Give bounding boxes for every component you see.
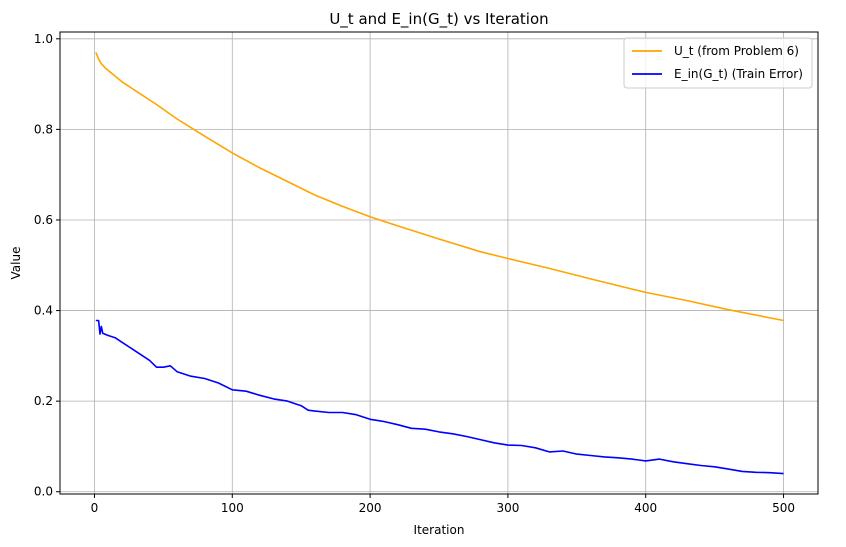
x-tick-label: 500 <box>772 501 795 515</box>
legend-entry-u-t: U_t (from Problem 6) <box>674 44 799 58</box>
grid-lines <box>60 32 818 494</box>
legend-entry-e-in: E_in(G_t) (Train Error) <box>674 67 803 81</box>
x-tick-label: 300 <box>496 501 519 515</box>
y-tick-label: 0.0 <box>34 485 53 499</box>
y-axis-label: Value <box>9 247 23 280</box>
y-tick-label: 0.6 <box>34 213 53 227</box>
x-tick-label: 0 <box>91 501 99 515</box>
series-line-u-t <box>95 52 784 322</box>
y-tick-label: 0.2 <box>34 394 53 408</box>
x-axis-ticks: 0 100 200 300 400 500 <box>91 494 795 515</box>
y-tick-label: 1.0 <box>34 32 53 46</box>
plot-area <box>60 32 818 494</box>
x-tick-label: 400 <box>634 501 657 515</box>
legend-box <box>623 37 813 89</box>
y-axis-ticks: 0.0 0.2 0.4 0.6 0.8 1.0 <box>34 32 60 499</box>
y-tick-label: 0.8 <box>34 122 53 136</box>
legend: U_t (from Problem 6) E_in(G_t) (Train Er… <box>623 37 813 89</box>
y-tick-label: 0.4 <box>34 304 53 318</box>
x-tick-label: 200 <box>359 501 382 515</box>
series-layer <box>95 52 784 475</box>
x-axis-label: Iteration <box>414 523 465 537</box>
series-line-e-in <box>95 319 784 475</box>
x-tick-label: 100 <box>221 501 244 515</box>
chart-title: U_t and E_in(G_t) vs Iteration <box>329 10 548 29</box>
plot-frame <box>59 31 819 495</box>
